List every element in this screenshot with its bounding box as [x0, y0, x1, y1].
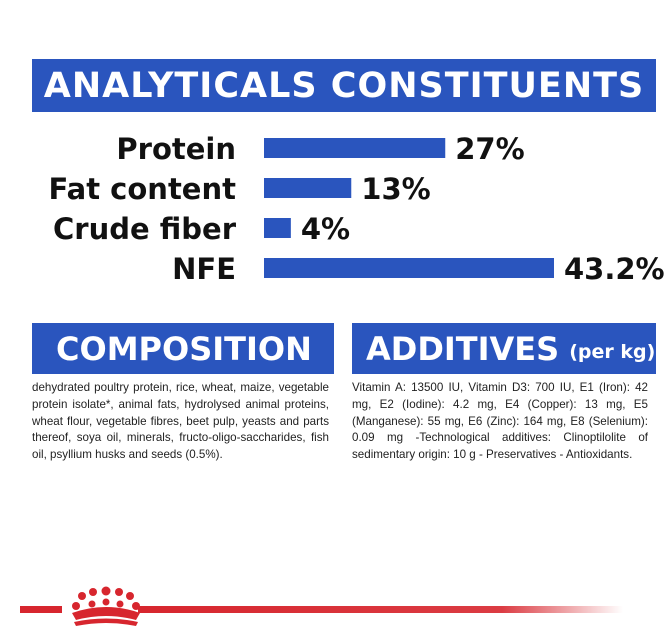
footer-line-left: [20, 606, 62, 613]
category-label-crude-fiber: Crude fiber: [53, 212, 237, 246]
additives-title: ADDITIVES: [366, 329, 560, 368]
bar-fat-content: [264, 178, 352, 198]
bar-nfe: [264, 258, 554, 278]
value-label-protein: 27%: [455, 132, 524, 166]
value-label-nfe: 43.2%: [564, 252, 665, 285]
composition-title: COMPOSITION: [56, 329, 312, 368]
page-title: ANALYTICALS CONSTITUENTS: [43, 65, 645, 106]
bar-crude-fiber: [264, 218, 291, 238]
footer-band: [20, 586, 623, 626]
value-label-crude-fiber: 4%: [301, 212, 350, 246]
footer-line-right: [138, 606, 623, 613]
composition-banner: COMPOSITION: [32, 323, 334, 374]
additives-banner: ADDITIVES (per kg): [352, 323, 656, 374]
additives-unit: (per kg): [569, 340, 656, 363]
category-label-protein: Protein: [116, 132, 236, 166]
value-label-fat-content: 13%: [361, 172, 430, 206]
category-label-nfe: NFE: [172, 252, 236, 285]
title-banner: ANALYTICALS CONSTITUENTS: [32, 59, 656, 112]
composition-text: dehydrated poultry protein, rice, wheat,…: [32, 381, 329, 462]
bar-protein: [264, 138, 446, 158]
crown-icon: [72, 586, 140, 626]
constituents-bar-chart: Protein 27% Fat content 13% Crude fiber 4% NFE…: [49, 132, 665, 285]
category-label-fat-content: Fat content: [49, 172, 237, 206]
additives-text: Vitamin A: 13500 IU, Vitamin D3: 700 IU,…: [352, 381, 648, 462]
